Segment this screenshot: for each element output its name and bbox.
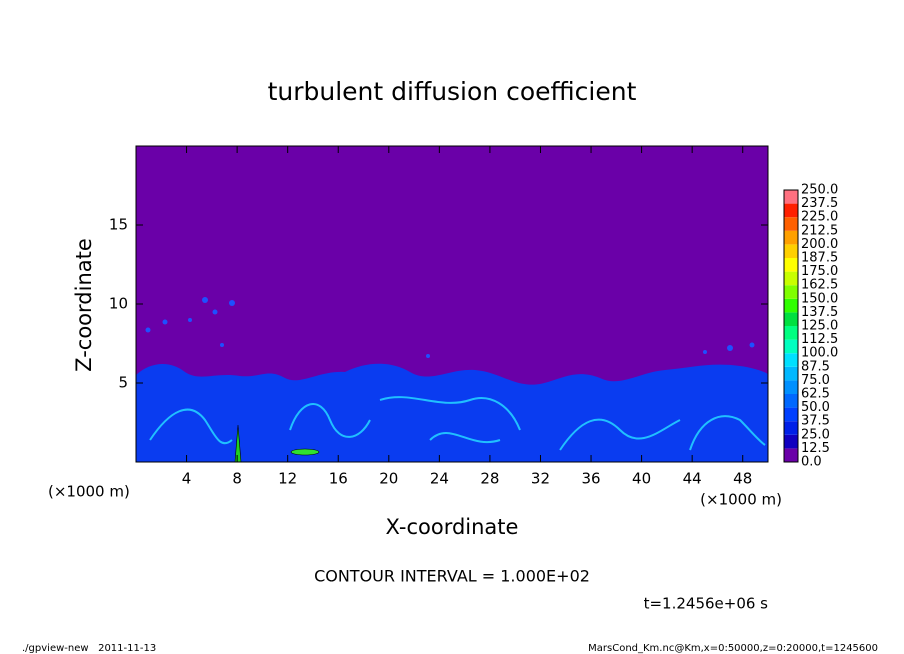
colorbar-band: [784, 380, 798, 394]
colorbar-band: [784, 353, 798, 367]
colorbar-label: 162.5: [801, 278, 838, 293]
x-tick-label: 32: [531, 470, 550, 488]
y-tick-label: 15: [109, 216, 128, 234]
contour-field: [136, 146, 768, 463]
x-unit-label: (×1000 m): [48, 483, 130, 501]
colorbar-band: [784, 217, 798, 231]
field-peak: [290, 448, 320, 456]
x-tick-label: 44: [683, 470, 702, 488]
y-tick-label: 10: [109, 295, 128, 313]
colorbar-label: 25.0: [801, 427, 830, 442]
colorbar-band: [784, 339, 798, 354]
x-tick-label: 12: [278, 470, 297, 488]
field-spots: [145, 297, 755, 358]
time-label: t=1.2456e+06 s: [644, 595, 769, 613]
colorbar-band: [784, 244, 798, 258]
colorbar-band: [784, 190, 798, 204]
colorbar-label: 187.5: [801, 251, 838, 266]
field-streaks: [149, 396, 766, 451]
colorbar-band: [784, 285, 798, 299]
x-tick-label: 16: [329, 470, 348, 488]
colorbar-label: 250.0: [801, 183, 838, 198]
colorbar-band: [784, 312, 798, 326]
colorbar-band: [784, 203, 798, 218]
colorbar-label: 225.0: [801, 210, 838, 225]
colorbar-label: 50.0: [801, 400, 830, 415]
y-tick-label: 5: [118, 374, 128, 392]
x-tick-label: 28: [480, 470, 499, 488]
contour-interval: CONTOUR INTERVAL = 1.000E+02: [314, 567, 590, 586]
colorbar-band: [784, 271, 798, 286]
colorbar-label: 137.5: [801, 305, 838, 320]
colorbar-label: 112.5: [801, 332, 838, 347]
colorbar-band: [784, 407, 798, 422]
colorbar-band: [784, 258, 798, 272]
colorbar-frame: [783, 189, 799, 463]
colorbar-band: [784, 366, 798, 381]
x-unit-label: (×1000 m): [700, 491, 782, 509]
field-region: [136, 363, 768, 462]
colorbar-band: [784, 298, 798, 313]
colorbar-band: [784, 230, 798, 245]
colorbar-label: 100.0: [801, 346, 838, 361]
colorbar-label: 37.5: [801, 414, 830, 429]
x-tick-label: 8: [232, 470, 242, 488]
colorbar-band: [784, 421, 798, 435]
colorbar-label: 75.0: [801, 373, 830, 388]
colorbar-label: 0.0: [801, 455, 822, 470]
x-axis-label: X-coordinate: [386, 515, 519, 539]
colorbar-band: [784, 448, 798, 462]
colorbar-label: 62.5: [801, 387, 830, 402]
colorbar-label: 212.5: [801, 223, 838, 238]
x-tick-label: 36: [581, 470, 600, 488]
colorbar-label: 12.5: [801, 441, 830, 456]
x-tick-label: 48: [733, 470, 752, 488]
chart-title: turbulent diffusion coefficient: [268, 77, 637, 106]
colorbar-band: [784, 434, 798, 449]
footer-left: ./gpview-new 2011-11-13: [22, 643, 156, 654]
x-tick-label: 24: [430, 470, 449, 488]
footer-right: MarsCond_Km.nc@Km,x=0:50000,z=0:20000,t=…: [588, 643, 878, 654]
colorbar-label: 150.0: [801, 291, 838, 306]
colorbar-band: [784, 394, 798, 408]
colorbar-label: 237.5: [801, 196, 838, 211]
colorbar-label: 87.5: [801, 359, 830, 374]
x-tick-label: 4: [182, 470, 192, 488]
x-tick-label: 40: [632, 470, 651, 488]
colorbar-label: 200.0: [801, 237, 838, 252]
x-tick-label: 20: [379, 470, 398, 488]
colorbar-label: 125.0: [801, 319, 838, 334]
colorbar-label: 175.0: [801, 264, 838, 279]
colorbar-band: [784, 326, 798, 340]
y-axis-label: Z-coordinate: [72, 238, 96, 372]
